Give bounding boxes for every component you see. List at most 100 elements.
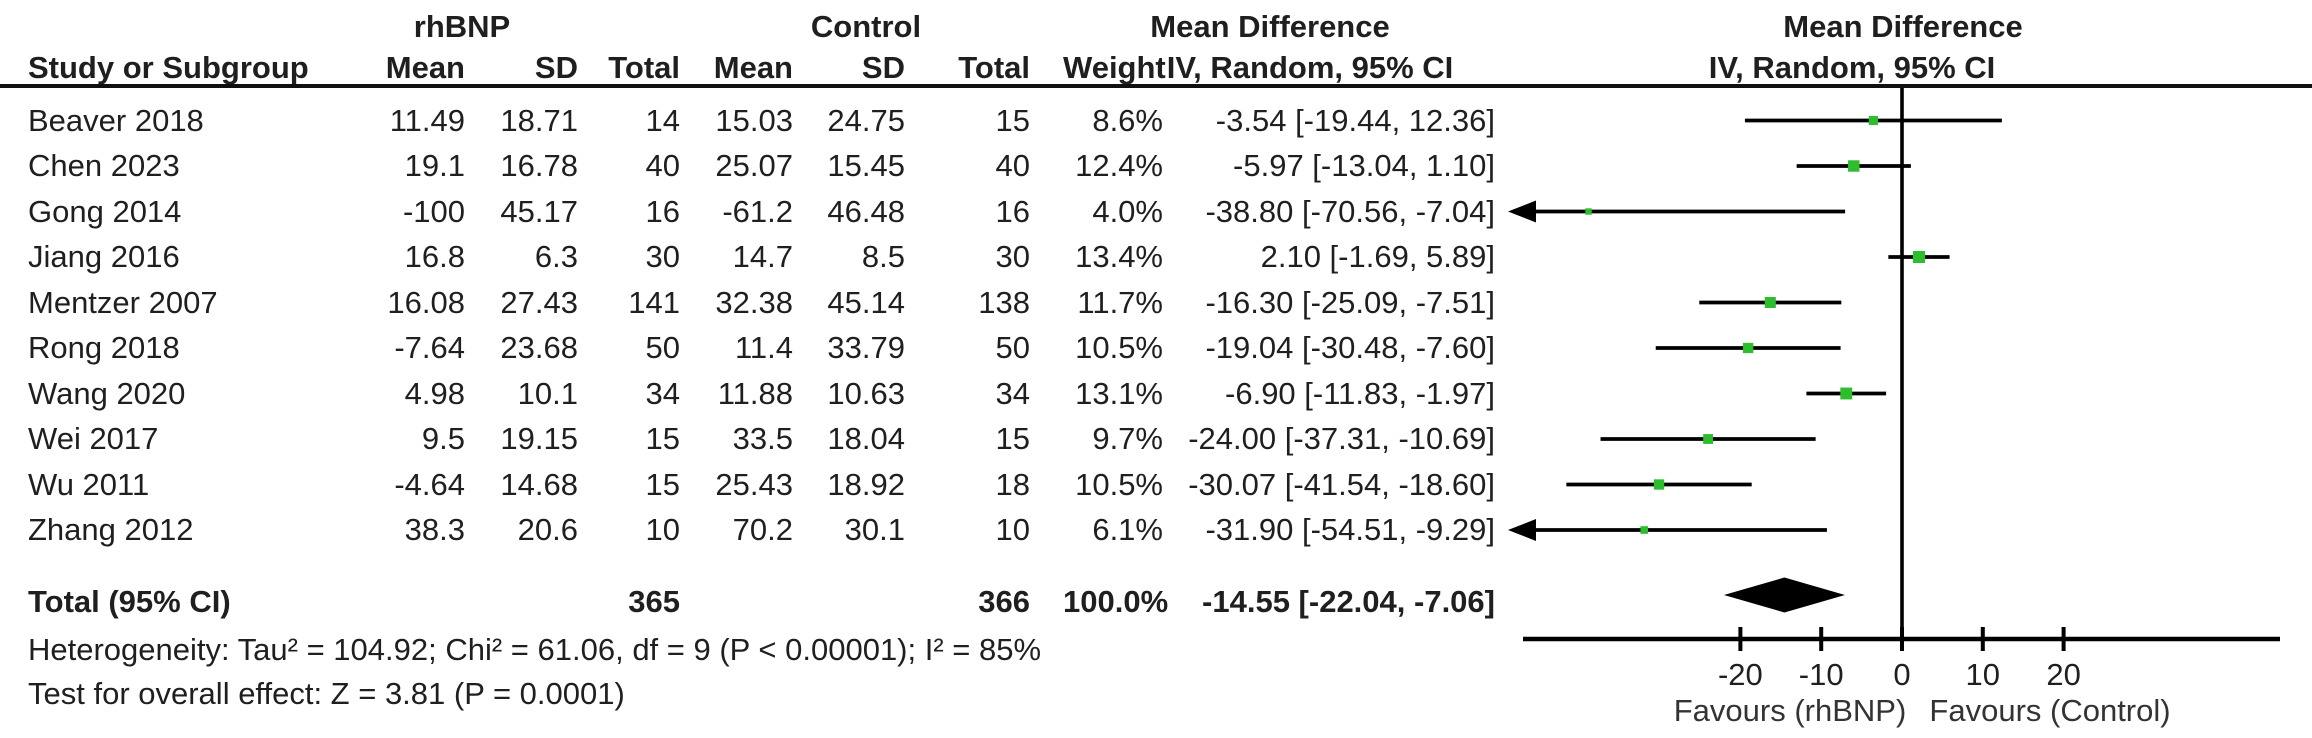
study-cell-sd1: 45.17: [500, 193, 578, 229]
forest-plot-canvas: -20 -10 0 10 20 Favours (rhBNP) Favours (Contr…: [1508, 88, 2280, 728]
study-cell-name: Mentzer 2007: [28, 284, 218, 320]
study-cell-mean1: 16.08: [387, 284, 465, 320]
study-cell-sd1: 19.15: [500, 421, 578, 457]
effect-square-marker: [1703, 434, 1713, 444]
study-cell-sd1: 20.6: [517, 512, 578, 548]
study-cell-weight: 11.7%: [1077, 284, 1163, 320]
effect-header-left: Mean Difference: [1150, 9, 1390, 44]
study-cell-sd2: 18.92: [827, 466, 905, 502]
axis-tick-label: -20: [1718, 657, 1763, 692]
study-cell-total1: 50: [645, 330, 680, 366]
effect-square-marker: [1585, 208, 1592, 215]
favours-right-label: Favours (Control): [1929, 693, 2170, 728]
study-cell-mean1: -100: [402, 193, 465, 229]
study-cell-name: Rong 2018: [28, 330, 180, 366]
study-cell-ci_text: -38.80 [-70.56, -7.04]: [1205, 193, 1495, 229]
col-header-ci-left: IV, Random, 95% CI: [1166, 50, 1454, 85]
study-cell-weight: 8.6%: [1092, 102, 1163, 138]
study-cell-name: Wang 2020: [28, 375, 186, 411]
study-cell-sd1: 23.68: [500, 330, 578, 366]
study-cell-mean2: 15.03: [715, 102, 793, 138]
header-rule: [0, 84, 2312, 88]
study-cell-ci_text: -5.97 [-13.04, 1.10]: [1233, 148, 1495, 184]
total-diamond-marker: [1723, 577, 1845, 613]
study-cell-name: Zhang 2012: [28, 512, 194, 548]
study-cell-name: Gong 2014: [28, 193, 182, 229]
study-cell-total2: 138: [978, 284, 1030, 320]
study-cell-total2: 50: [995, 330, 1030, 366]
study-cell-mean1: 38.3: [404, 512, 465, 548]
study-cell-sd2: 33.79: [827, 330, 905, 366]
overall-effect-text: Test for overall effect: Z = 3.81 (P = 0…: [28, 676, 625, 711]
study-row: Wei 2017 9.5 19.15 15 33.5 18.04 15 9.7% -24.00 …: [0, 416, 1500, 462]
study-row: Chen 2023 19.1 16.78 40 25.07 15.45 40 12.4% -5.…: [0, 143, 1500, 189]
study-cell-weight: 4.0%: [1092, 193, 1163, 229]
col-header-sd2: SD: [861, 50, 905, 85]
study-cell-ci_text: -19.04 [-30.48, -7.60]: [1205, 330, 1495, 366]
study-cell-name: Jiang 2016: [28, 239, 180, 275]
study-cell-mean1: 16.8: [404, 239, 465, 275]
study-cell-mean2: 25.07: [715, 148, 793, 184]
axis-tick-label: 0: [1893, 657, 1910, 692]
effect-square-marker: [1640, 526, 1649, 534]
study-cell-sd2: 30.1: [844, 512, 905, 548]
study-row: Zhang 2012 38.3 20.6 10 70.2 30.1 10 6.1% -31.90…: [0, 507, 1500, 553]
study-cell-mean2: 11.88: [717, 375, 793, 411]
study-cell-name: Beaver 2018: [28, 102, 204, 138]
study-cell-total2: 15: [995, 102, 1030, 138]
study-cell-total2: 30: [995, 239, 1030, 275]
study-cell-mean2: 33.5: [732, 421, 793, 457]
col-header-weight: Weight: [1063, 50, 1166, 85]
study-cell-total2: 40: [995, 148, 1030, 184]
study-cell-total1: 14: [645, 102, 680, 138]
study-cell-name: Chen 2023: [28, 148, 180, 184]
study-cell-total2: 15: [995, 421, 1030, 457]
study-cell-sd2: 10.63: [827, 375, 905, 411]
col-header-ci-right: IV, Random, 95% CI: [1708, 50, 1996, 85]
group-rhbnp-header: rhBNP: [413, 9, 511, 44]
study-cell-mean2: 32.38: [715, 284, 793, 320]
total-label: Total (95% CI): [28, 584, 231, 619]
study-cell-sd1: 16.78: [500, 148, 578, 184]
favours-left-label: Favours (rhBNP): [1674, 693, 1907, 728]
heterogeneity-text: Heterogeneity: Tau² = 104.92; Chi² = 61.…: [28, 632, 1042, 667]
study-cell-sd2: 45.14: [827, 284, 905, 320]
study-cell-mean1: -7.64: [394, 330, 465, 366]
total-ci: -14.55 [-22.04, -7.06]: [1202, 584, 1495, 619]
study-cell-sd2: 24.75: [827, 102, 905, 138]
study-row: Wu 2011 -4.64 14.68 15 25.43 18.92 18 10.5% -30.…: [0, 462, 1500, 508]
study-cell-weight: 6.1%: [1092, 512, 1163, 548]
col-header-total2: Total: [958, 50, 1030, 85]
study-cell-sd2: 15.45: [827, 148, 905, 184]
axis-tick-label: -10: [1799, 657, 1844, 692]
study-cell-sd2: 46.48: [827, 193, 905, 229]
effect-square-marker: [1743, 342, 1754, 354]
study-cell-total2: 16: [995, 193, 1030, 229]
ci-arrow-left-icon: [1508, 200, 1536, 223]
study-cell-mean2: 25.43: [715, 466, 793, 502]
study-cell-ci_text: -24.00 [-37.31, -10.69]: [1188, 421, 1495, 457]
axis-tick-label: 20: [2046, 657, 2080, 692]
col-header-total1: Total: [608, 50, 680, 85]
ci-arrow-left-icon: [1508, 519, 1536, 541]
study-cell-weight: 12.4%: [1075, 148, 1163, 184]
study-cell-mean1: 9.5: [421, 421, 465, 457]
effect-square-marker: [1653, 479, 1665, 490]
study-cell-weight: 10.5%: [1075, 466, 1163, 502]
study-row: Rong 2018 -7.64 23.68 50 11.4 33.79 50 10.5% -19…: [0, 325, 1500, 371]
study-cell-total1: 40: [645, 148, 680, 184]
effect-square-marker: [1848, 160, 1860, 172]
total-n-rhbnp: 365: [628, 584, 680, 619]
effect-square-marker: [1912, 250, 1925, 264]
study-cell-mean2: 70.2: [732, 512, 793, 548]
study-cell-name: Wu 2011: [28, 466, 150, 502]
study-cell-weight: 9.7%: [1092, 421, 1163, 457]
study-cell-mean1: -4.64: [394, 466, 465, 502]
study-cell-ci_text: -30.07 [-41.54, -18.60]: [1188, 466, 1495, 502]
study-cell-mean2: -61.2: [722, 193, 793, 229]
study-cell-total2: 18: [995, 466, 1030, 502]
study-cell-weight: 10.5%: [1075, 330, 1163, 366]
col-header-mean1: Mean: [385, 50, 465, 85]
study-cell-mean1: 4.98: [404, 375, 465, 411]
study-cell-ci_text: -31.90 [-54.51, -9.29]: [1205, 512, 1495, 548]
